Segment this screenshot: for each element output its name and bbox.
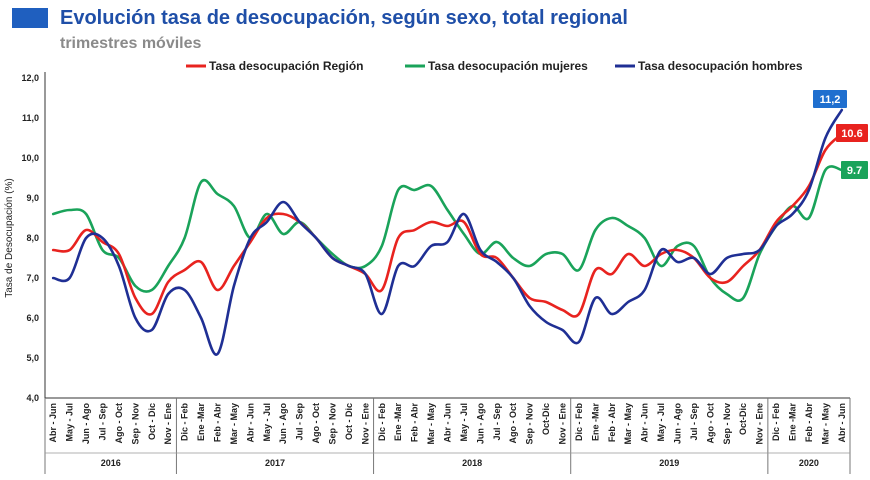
x-tick-label: Oct - Dic xyxy=(147,403,157,440)
legend-label: Tasa desocupación hombres xyxy=(638,59,803,73)
x-tick-label: Feb - Abr xyxy=(607,403,617,443)
y-tick-label: 10,0 xyxy=(21,153,39,163)
x-tick-label: Feb - Abr xyxy=(804,403,814,443)
x-tick-label: Dic - Feb xyxy=(180,403,190,442)
x-tick-label: Abr - Jun xyxy=(48,403,58,443)
end-label-hombres-box xyxy=(813,90,847,108)
end-label-region: 10.6 xyxy=(841,128,862,140)
x-tick-label: Feb - Abr xyxy=(410,403,420,443)
x-tick-label: Ago - Oct xyxy=(311,403,321,444)
y-tick-label: 4,0 xyxy=(26,393,39,403)
title-marker xyxy=(12,8,48,28)
x-tick-label: Oct-Dic xyxy=(738,403,748,435)
legend-label: Tasa desocupación mujeres xyxy=(428,59,588,73)
x-tick-label: Ene -Mar xyxy=(788,403,798,442)
x-tick-label: Mar - May xyxy=(426,403,436,445)
title-bar: Evolución tasa de desocupación, según se… xyxy=(12,6,628,30)
end-label-mujeres: 9.7 xyxy=(847,165,862,177)
x-tick-label: May - Jul xyxy=(656,403,666,442)
x-tick-label: Sep - Nov xyxy=(328,403,338,445)
x-tick-label: Ene -Mar xyxy=(590,403,600,442)
x-tick-label: Jun - Ago xyxy=(278,403,288,445)
end-label-region-box xyxy=(836,124,868,142)
x-tick-label: Mar - May xyxy=(820,403,830,445)
x-tick-label: May - Jul xyxy=(65,403,75,442)
x-tick-label: Jul - Sep xyxy=(689,403,699,441)
x-tick-label: Ago - Oct xyxy=(114,403,124,444)
x-tick-label: Dic - Feb xyxy=(377,403,387,442)
x-tick-label: Jun - Ago xyxy=(475,403,485,445)
x-tick-label: Nov - Ene xyxy=(360,403,370,445)
year-label: 2019 xyxy=(659,458,679,468)
x-tick-label: Mar - May xyxy=(229,403,239,445)
x-tick-label: Oct-Dic xyxy=(541,403,551,435)
x-tick-label: Dic - Feb xyxy=(574,403,584,442)
x-tick-label: Abr - Jun xyxy=(443,403,453,443)
y-tick-label: 5,0 xyxy=(26,353,39,363)
x-tick-label: Ago - Oct xyxy=(705,403,715,444)
y-axis-label: Tasa de Desocupación (%) xyxy=(4,178,15,298)
chart-title: Evolución tasa de desocupación, según se… xyxy=(60,6,628,29)
x-tick-label: Dic - Feb xyxy=(771,403,781,442)
x-tick-label: Ago - Oct xyxy=(508,403,518,444)
x-tick-label: Jun - Ago xyxy=(673,403,683,445)
x-tick-label: Jul - Sep xyxy=(295,403,305,441)
legend-label: Tasa desocupación Región xyxy=(209,59,363,73)
y-tick-label: 7,0 xyxy=(26,273,39,283)
year-label: 2020 xyxy=(799,458,819,468)
x-tick-label: Abr - Jun xyxy=(640,403,650,443)
x-tick-label: Jul - Sep xyxy=(492,403,502,441)
x-tick-label: Jun - Ago xyxy=(81,403,91,445)
x-tick-label: Nov - Ene xyxy=(558,403,568,445)
series-line-region xyxy=(51,132,844,318)
x-tick-label: Jul - Sep xyxy=(98,403,108,441)
x-tick-label: May - Jul xyxy=(459,403,469,442)
end-label-hombres: 11,2 xyxy=(820,94,841,106)
series-line-mujeres xyxy=(51,165,844,302)
end-label-mujeres-box xyxy=(841,161,868,179)
x-tick-label: Ene -Mar xyxy=(196,403,206,442)
year-label: 2016 xyxy=(101,458,121,468)
x-tick-label: Nov - Ene xyxy=(163,403,173,445)
series-line-hombres xyxy=(51,108,844,356)
x-tick-label: May - Jul xyxy=(262,403,272,442)
x-tick-label: Feb - Abr xyxy=(213,403,223,443)
x-tick-label: Oct - Dic xyxy=(344,403,354,440)
x-tick-label: Nov - Ene xyxy=(755,403,765,445)
y-tick-label: 11,0 xyxy=(22,113,39,123)
x-tick-label: Sep - Nov xyxy=(130,403,140,445)
x-tick-label: Abr - Jun xyxy=(837,403,847,443)
y-tick-label: 9,0 xyxy=(26,193,39,203)
x-tick-label: Abr - Jun xyxy=(245,403,255,443)
x-tick-label: Sep - Nov xyxy=(525,403,535,445)
chart-subtitle: trimestres móviles xyxy=(60,35,202,52)
x-tick-label: Mar - May xyxy=(623,403,633,445)
year-label: 2017 xyxy=(265,458,285,468)
y-tick-label: 6,0 xyxy=(26,313,39,323)
y-tick-label: 8,0 xyxy=(26,233,39,243)
year-label: 2018 xyxy=(462,458,482,468)
y-tick-label: 12,0 xyxy=(21,73,39,83)
x-tick-label: Sep - Nov xyxy=(722,403,732,445)
x-tick-label: Ene -Mar xyxy=(393,403,403,442)
